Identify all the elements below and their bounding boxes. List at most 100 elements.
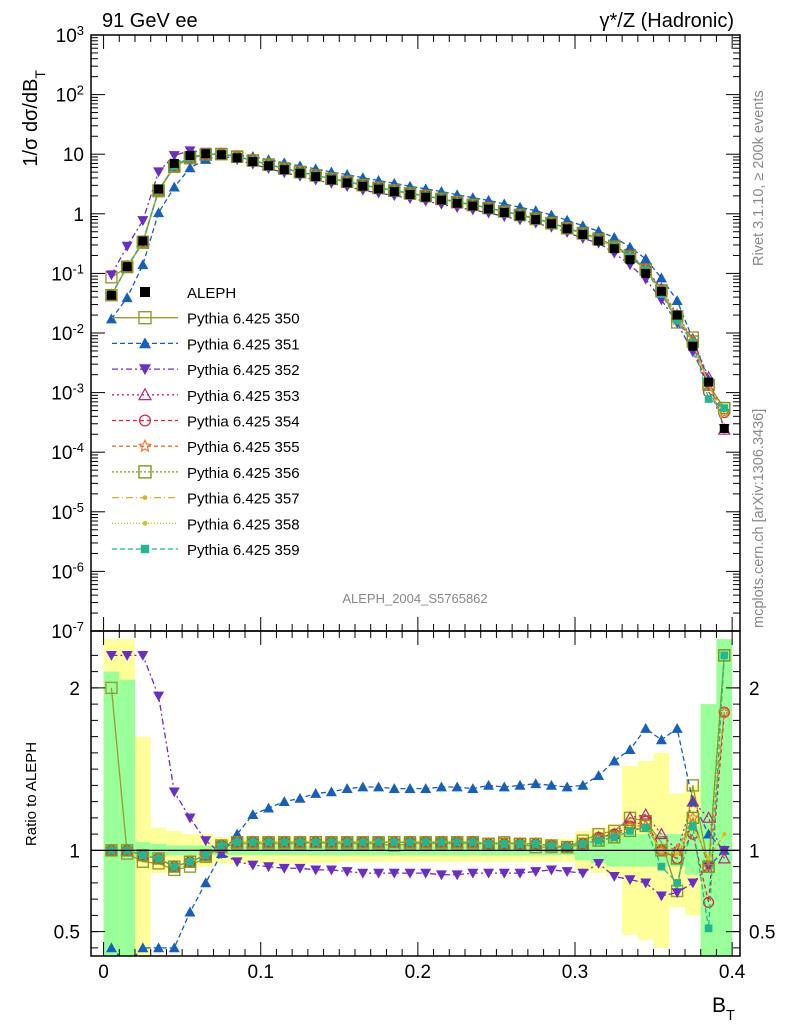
data-point	[451, 781, 463, 792]
data-point	[704, 924, 713, 933]
data-point	[686, 779, 700, 792]
data-point	[280, 838, 289, 847]
data-point	[655, 891, 667, 902]
data-point	[137, 216, 149, 227]
legend-label: Pythia 6.425 350	[187, 311, 300, 328]
reference-point	[562, 224, 572, 234]
data-point	[139, 337, 151, 349]
data-point	[641, 823, 650, 832]
data-point	[137, 942, 149, 953]
data-point	[294, 863, 306, 874]
data-point	[674, 851, 680, 856]
reference-point	[374, 184, 384, 194]
legend-label: Pythia 6.425 356	[187, 465, 300, 482]
data-point	[390, 838, 399, 847]
data-point	[451, 870, 463, 881]
data-point	[343, 838, 351, 847]
ratio-y-tick-label: 2	[69, 679, 80, 700]
data-point	[184, 813, 196, 824]
ratio-y-tick-label-right: 0.5	[749, 923, 775, 944]
legend-label: Pythia 6.425 357	[187, 491, 300, 508]
data-point	[420, 783, 432, 794]
data-point	[563, 843, 571, 851]
reference-point	[656, 286, 666, 296]
mcplots-label: mcplots.cern.ch [arXiv:1306.3436]	[751, 409, 767, 628]
data-point	[624, 241, 636, 252]
reference-point	[499, 208, 509, 218]
data-point	[139, 364, 151, 376]
data-point	[325, 786, 337, 797]
ratio-series-line	[110, 727, 725, 956]
reference-point	[672, 310, 682, 320]
data-point	[717, 405, 731, 419]
reference-point	[436, 195, 446, 205]
data-point	[153, 942, 165, 953]
data-point	[388, 783, 400, 794]
reference-point	[704, 377, 714, 387]
data-point	[594, 836, 603, 845]
data-point	[687, 878, 699, 889]
reference-point	[421, 192, 431, 202]
legend-marker-aleph	[140, 287, 150, 297]
data-point	[310, 865, 322, 876]
legend-label: Pythia 6.425 355	[187, 439, 300, 456]
inner-band-bin	[103, 671, 120, 956]
data-point	[201, 851, 210, 860]
reference-point	[641, 268, 651, 278]
analysis-id-label: ALEPH_2004_S5765862	[342, 591, 487, 606]
data-point	[142, 495, 148, 500]
data-point	[608, 831, 621, 844]
data-point	[294, 792, 306, 803]
y-tick-label: 10-1	[51, 261, 84, 286]
data-point	[722, 831, 727, 837]
data-point	[608, 871, 620, 882]
y-tick-label: 10-3	[51, 380, 84, 405]
data-point	[168, 787, 180, 798]
data-point	[483, 868, 495, 879]
data-point	[168, 860, 181, 873]
data-point	[105, 942, 117, 953]
ratio-y-axis-label: Ratio to ALEPH	[23, 742, 40, 846]
reference-point	[326, 175, 336, 185]
data-point	[530, 867, 542, 877]
reference-point	[468, 201, 478, 211]
data-point	[420, 868, 432, 879]
axes: 10-710-610-510-410-310-210-11101021030.5…	[51, 23, 775, 984]
legend-label-aleph: ALEPH	[187, 285, 236, 302]
reference-point	[264, 161, 274, 171]
data-point	[186, 857, 194, 866]
data-point	[374, 838, 383, 847]
data-point	[531, 840, 540, 848]
data-point	[263, 802, 275, 813]
data-point	[122, 959, 133, 969]
data-point	[545, 865, 557, 876]
y-tick-label: 10-7	[51, 619, 84, 644]
reference-point	[311, 172, 321, 182]
data-point	[706, 856, 711, 861]
data-point	[483, 779, 495, 790]
data-point	[639, 807, 653, 820]
ratio-panel-frame	[90, 630, 741, 957]
data-point	[655, 734, 667, 745]
data-point	[623, 824, 637, 838]
data-point	[138, 414, 152, 427]
data-point	[168, 942, 180, 953]
x-axis-label: BT	[712, 994, 735, 1024]
data-point	[154, 854, 163, 863]
ratio-y-tick-label: 0.5	[54, 923, 80, 944]
data-point	[437, 838, 446, 847]
data-point	[704, 395, 713, 403]
reference-point	[625, 255, 635, 265]
data-point	[717, 851, 731, 864]
y-tick-label: 10-4	[51, 440, 84, 465]
data-point	[404, 783, 416, 794]
data-point	[200, 877, 212, 888]
data-point	[388, 868, 400, 879]
data-point	[136, 235, 150, 248]
data-point	[359, 838, 367, 847]
reference-point	[719, 423, 729, 433]
data-point	[137, 259, 149, 270]
data-point	[200, 836, 212, 847]
y-tick-label: 10-2	[51, 321, 84, 346]
x-tick-label: 0.2	[405, 962, 431, 983]
